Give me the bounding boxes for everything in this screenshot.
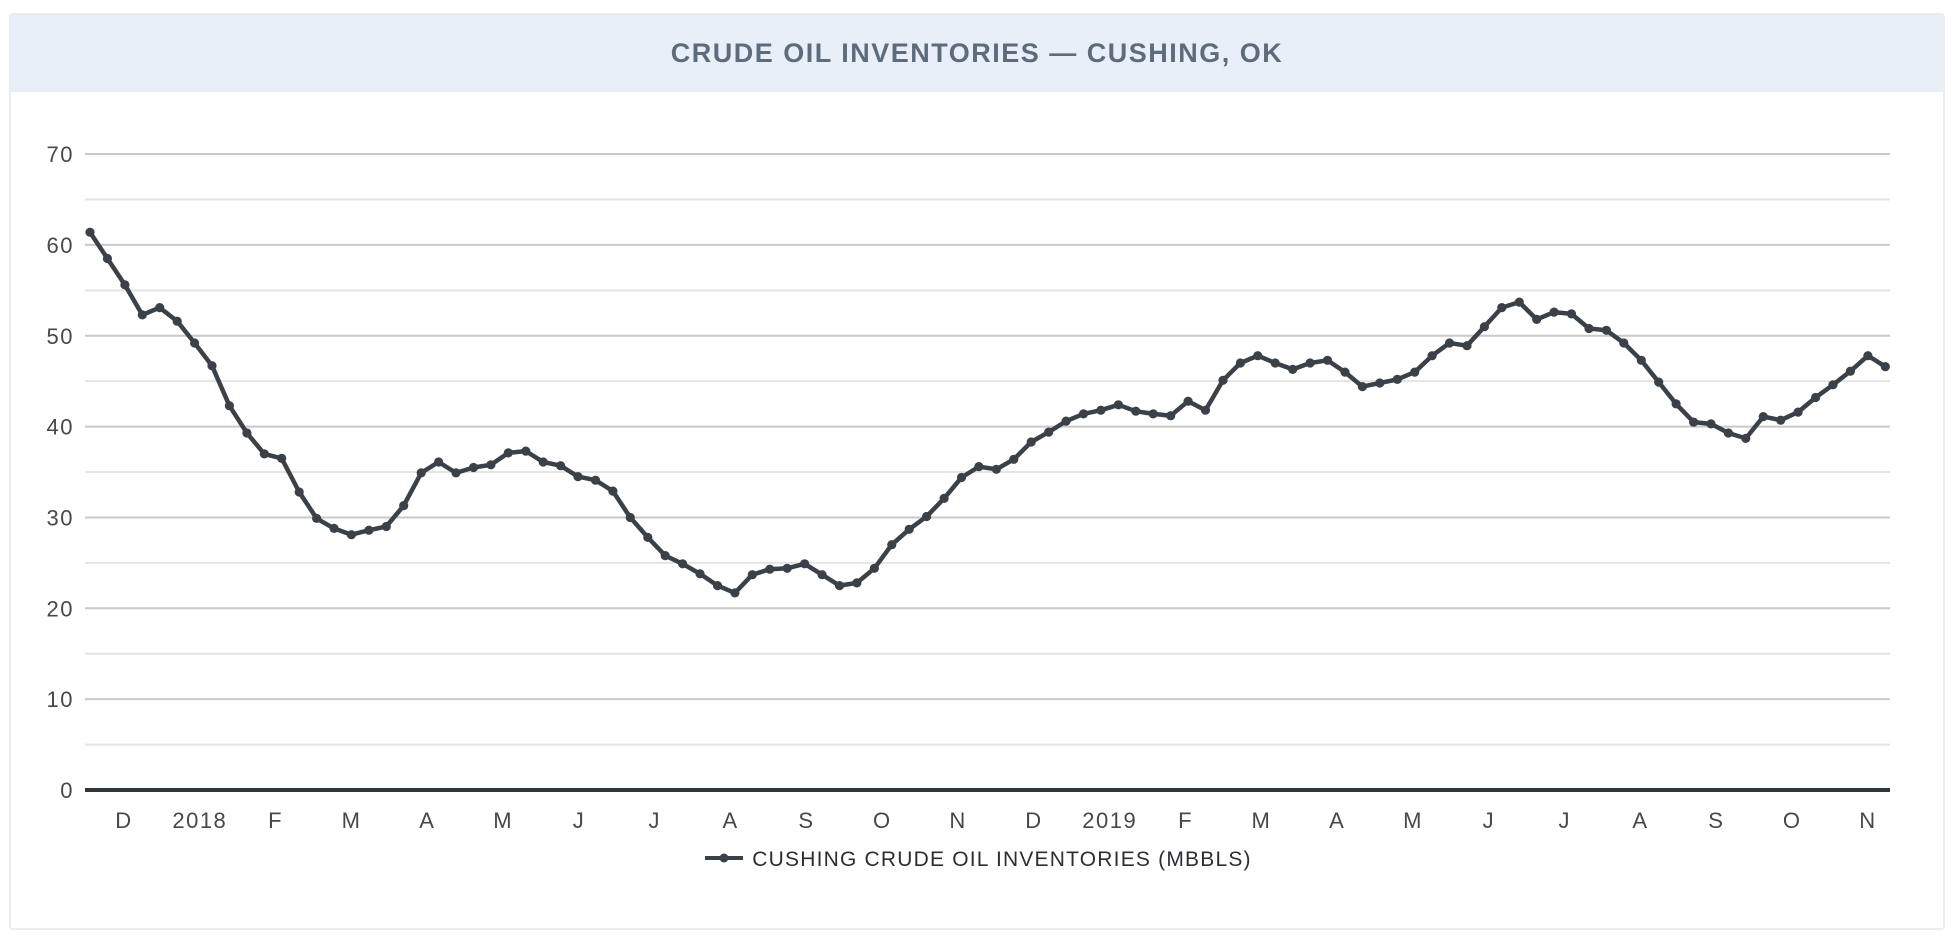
legend-line-marker-icon[interactable] — [704, 851, 744, 869]
legend: CUSHING CRUDE OIL INVENTORIES (MBBLS) — [0, 843, 1956, 877]
chart-header-banner: CRUDE OIL INVENTORIES — CUSHING, OK — [11, 15, 1943, 92]
chart-card: CRUDE OIL INVENTORIES — CUSHING, OK — [9, 13, 1945, 930]
page-title: CRUDE OIL INVENTORIES — CUSHING, OK — [670, 38, 1284, 68]
legend-label[interactable]: CUSHING CRUDE OIL INVENTORIES (MBBLS) — [752, 848, 1252, 871]
